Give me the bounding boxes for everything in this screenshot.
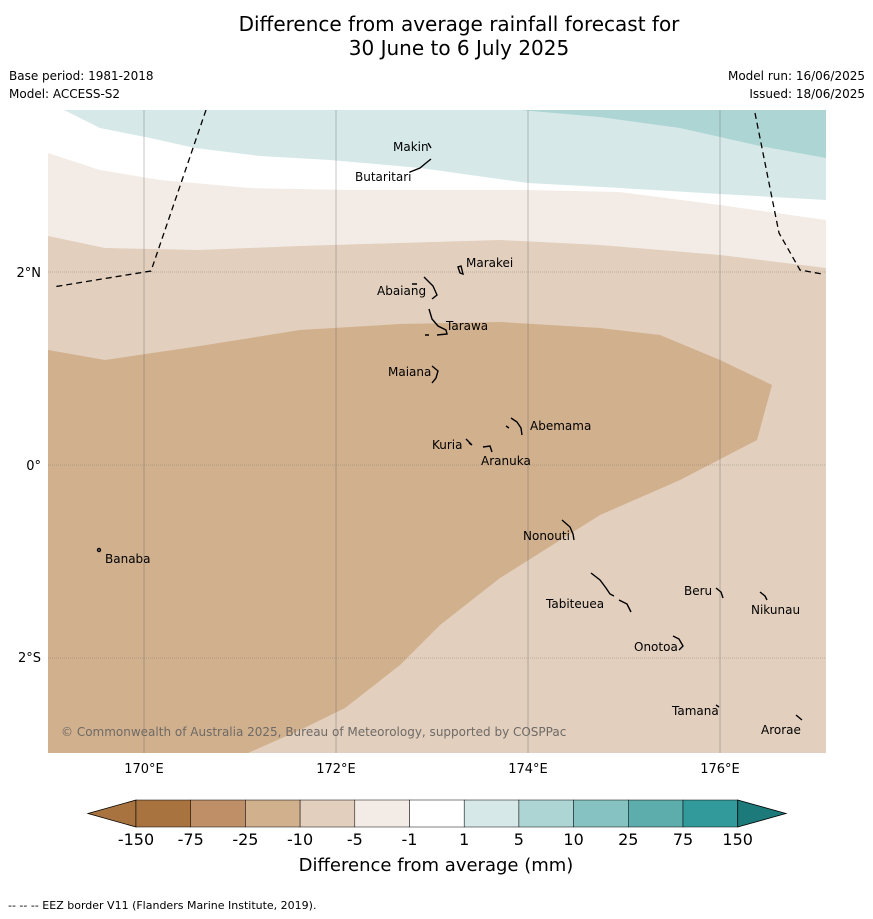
label-arorae: Arorae	[761, 723, 801, 737]
kuria-island	[465, 438, 473, 446]
legend-tick-label: 150	[722, 830, 753, 849]
label-tamana: Tamana	[671, 704, 719, 718]
legend-extend-low	[86, 799, 137, 828]
tamana-island	[715, 704, 720, 708]
map-title: Difference from average rainfall forecas…	[0, 12, 873, 60]
label-abemama: Abemama	[530, 419, 591, 433]
lat-label-0: 0°	[26, 459, 41, 474]
label-maiana: Maiana	[388, 365, 431, 379]
eez-border	[52, 110, 823, 288]
legend-tick-label: -5	[347, 830, 363, 849]
label-tabiteuea: Tabiteuea	[545, 597, 604, 611]
legend-tick-label: -150	[118, 830, 154, 849]
legend-swatch	[299, 799, 356, 828]
legend-tick-label: -10	[287, 830, 313, 849]
aranuka-island	[482, 445, 493, 453]
meta-left: Base period: 1981-2018 Model: ACCESS-S2	[9, 67, 154, 103]
label-banaba: Banaba	[105, 552, 151, 566]
lon-label-172e: 172°E	[316, 762, 356, 777]
legend-swatch	[682, 799, 738, 828]
nonouti-island	[561, 519, 575, 541]
place-labels: Makin Butaritari Marakei Abaiang Tarawa …	[105, 140, 801, 737]
abaiang-island	[412, 276, 438, 300]
brown-medium-band	[48, 322, 772, 753]
legend-tick-labels: -150 -75 -25 -10 -5 -1 1 5 10 25 75 150	[118, 830, 753, 849]
legend-tick-label: 5	[514, 830, 524, 849]
teal-light-band	[48, 110, 826, 200]
copyright-notice: © Commonwealth of Australia 2025, Bureau…	[61, 725, 566, 739]
label-marakei: Marakei	[466, 256, 513, 270]
label-nikunau: Nikunau	[751, 603, 800, 617]
base-period: Base period: 1981-2018	[9, 69, 154, 83]
title-line-2: 30 June to 6 July 2025	[348, 36, 570, 60]
lat-label-2n: 2°N	[17, 266, 42, 281]
maiana-island	[431, 365, 439, 384]
makin-island	[427, 142, 432, 149]
onotoa-island	[672, 635, 684, 651]
label-butaritari: Butaritari	[355, 170, 412, 184]
label-nonouti: Nonouti	[523, 529, 570, 543]
label-aranuka: Aranuka	[481, 454, 531, 468]
beru-island	[715, 587, 724, 599]
legend-swatch	[135, 799, 191, 828]
colour-legend: -150 -75 -25 -10 -5 -1 1 5 10 25 75 150 Difference …	[86, 799, 788, 876]
legend-swatch	[573, 799, 629, 828]
label-abaiang: Abaiang	[377, 284, 426, 298]
legend-swatch	[354, 799, 410, 828]
legend-swatches	[86, 799, 788, 828]
tarawa-island	[425, 308, 448, 336]
graticule	[48, 110, 826, 753]
legend-tick-label: -25	[232, 830, 258, 849]
lon-label-170e: 170°E	[124, 762, 164, 777]
legend-title: Difference from average (mm)	[299, 855, 574, 876]
legend-swatch	[463, 799, 520, 828]
arorae-island	[795, 714, 803, 721]
label-beru: Beru	[684, 584, 712, 598]
legend-swatch	[245, 799, 301, 828]
model-name: Model: ACCESS-S2	[9, 87, 121, 101]
banaba-island	[96, 547, 102, 553]
lat-label-2s: 2°S	[18, 651, 41, 666]
label-onotoa: Onotoa	[634, 640, 678, 654]
butaritari-island	[409, 158, 432, 173]
legend-tick-label: 1	[459, 830, 469, 849]
legend-tick-label: 25	[618, 830, 638, 849]
lat-axis-labels: 2°N 0° 2°S	[17, 266, 42, 666]
legend-swatch	[518, 799, 574, 828]
legend-swatch	[190, 799, 246, 828]
island-outlines	[96, 142, 803, 721]
legend-swatch	[409, 799, 465, 828]
issued-date: Issued: 18/06/2025	[749, 87, 865, 101]
lon-axis-labels: 170°E 172°E 174°E 176°E	[124, 762, 740, 777]
marakei-island	[457, 265, 464, 276]
eez-footer-note: -- -- -- EEZ border V11 (Flanders Marine…	[8, 899, 317, 912]
legend-tick-label: 10	[563, 830, 583, 849]
legend-extend-high	[737, 799, 788, 828]
legend-tick-label: -75	[178, 830, 204, 849]
meta-right: Model run: 16/06/2025 Issued: 18/06/2025	[728, 67, 865, 103]
teal-medium-band	[520, 110, 826, 158]
abemama-island	[505, 417, 523, 436]
tabiteuea-island	[590, 572, 632, 613]
lon-label-176e: 176°E	[700, 762, 740, 777]
title-line-1: Difference from average rainfall forecas…	[238, 12, 680, 36]
nikunau-island	[759, 591, 768, 601]
label-makin: Makin	[393, 140, 429, 154]
legend-tick-label: -1	[402, 830, 418, 849]
lon-label-174e: 174°E	[508, 762, 548, 777]
legend-tick-label: 75	[673, 830, 693, 849]
model-run: Model run: 16/06/2025	[727, 69, 865, 83]
legend-swatch	[628, 799, 684, 828]
label-tarawa: Tarawa	[445, 319, 488, 333]
map-area: Makin Butaritari Marakei Abaiang Tarawa …	[48, 110, 826, 753]
label-kuria: Kuria	[432, 438, 463, 452]
